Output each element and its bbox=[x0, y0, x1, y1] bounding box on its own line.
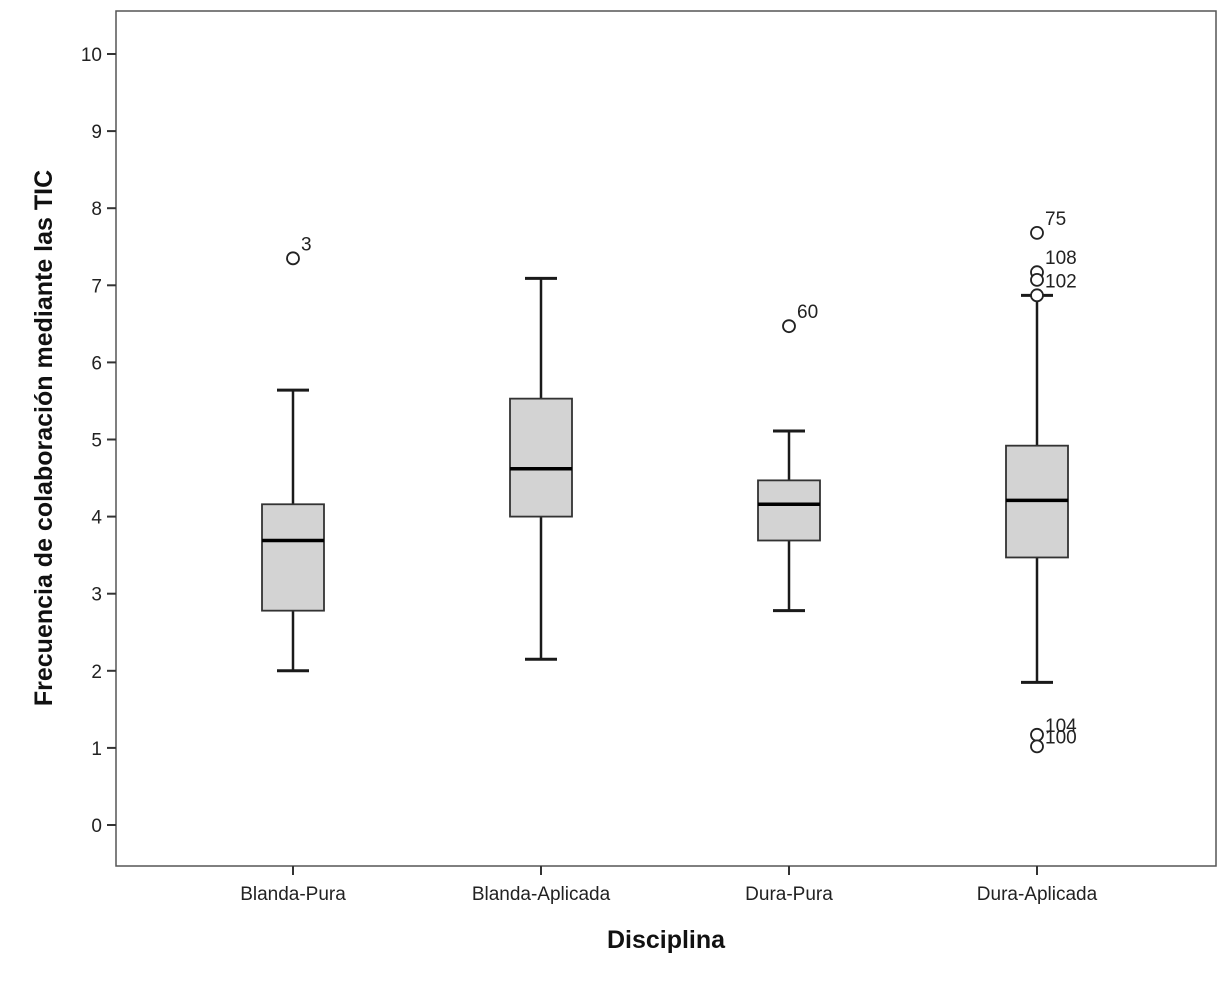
outlier-label: 75 bbox=[1045, 209, 1066, 230]
y-tick-label: 3 bbox=[91, 585, 102, 606]
outlier-label: 100 bbox=[1045, 727, 1077, 748]
y-tick-label: 9 bbox=[91, 122, 102, 143]
box bbox=[261, 503, 325, 612]
outlier-point bbox=[1030, 739, 1044, 754]
box-group-dura-pura: 60 bbox=[757, 302, 821, 613]
outlier-label: 102 bbox=[1045, 271, 1077, 292]
outlier-label: 60 bbox=[797, 302, 818, 323]
box-group-blanda-pura: 3 bbox=[261, 234, 325, 673]
outlier-label: 3 bbox=[301, 234, 312, 255]
y-axis-title: Frecuencia de colaboración mediante las … bbox=[30, 170, 58, 706]
outlier-point bbox=[782, 319, 796, 334]
x-tick-label: Dura-Aplicada bbox=[977, 884, 1098, 905]
y-tick-label: 1 bbox=[91, 739, 102, 760]
outlier-point bbox=[1030, 273, 1044, 287]
y-tick-label: 8 bbox=[91, 199, 102, 220]
outlier-point bbox=[1030, 288, 1044, 303]
box bbox=[509, 397, 573, 518]
y-tick-label: 10 bbox=[81, 45, 102, 66]
x-tick-label: Blanda-Aplicada bbox=[472, 884, 611, 905]
outlier-label: 108 bbox=[1045, 248, 1077, 269]
box bbox=[757, 479, 821, 542]
y-tick-label: 7 bbox=[91, 276, 102, 297]
x-axis-title: Disciplina bbox=[607, 926, 726, 954]
y-tick-label: 4 bbox=[91, 508, 102, 529]
outlier-point bbox=[1030, 727, 1044, 742]
y-axis: 0 1 2 3 4 5 6 7 8 9 10 bbox=[81, 45, 116, 837]
box-group-blanda-aplicada bbox=[509, 276, 573, 661]
y-tick-label: 2 bbox=[91, 662, 102, 683]
y-tick-label: 6 bbox=[91, 353, 102, 374]
y-tick-label: 0 bbox=[91, 816, 102, 837]
x-tick-label: Blanda-Pura bbox=[240, 884, 346, 905]
x-tick-label: Dura-Pura bbox=[745, 884, 833, 905]
outlier-point bbox=[1030, 225, 1044, 240]
outlier-point bbox=[286, 251, 300, 266]
outlier-label: 104 bbox=[1045, 716, 1077, 737]
y-tick-label: 5 bbox=[91, 431, 102, 452]
x-axis: Blanda-Pura Blanda-Aplicada Dura-Pura Dura-… bbox=[240, 866, 1098, 905]
